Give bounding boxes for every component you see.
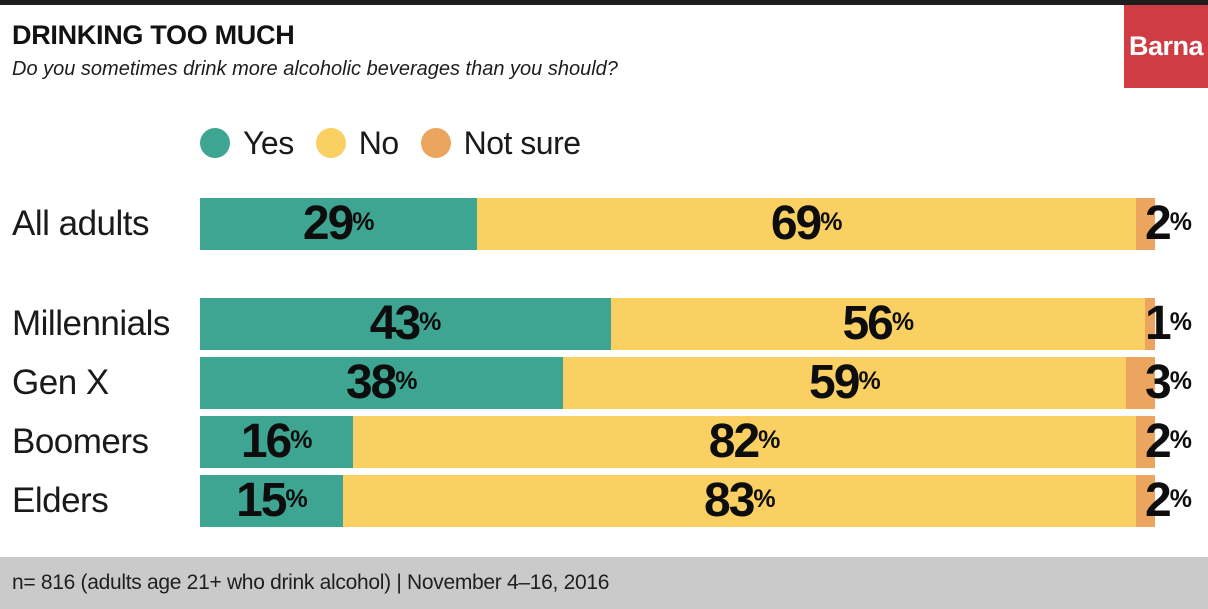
chart-subtitle: Do you sometimes drink more alcoholic be… bbox=[12, 58, 618, 80]
bar-segment-not-sure bbox=[1135, 416, 1155, 468]
percent-sign: % bbox=[419, 308, 441, 336]
category-label: All adults bbox=[12, 204, 150, 243]
value-label: 82% bbox=[708, 415, 781, 468]
bar-segment-no: 69% bbox=[476, 197, 1136, 250]
legend-label: Yes bbox=[243, 124, 294, 161]
footnote-text: n= 816 (adults age 21+ who drink alcohol… bbox=[12, 571, 610, 594]
value-number: 59 bbox=[809, 356, 860, 409]
footnote-bar: n= 816 (adults age 21+ who drink alcohol… bbox=[0, 557, 1208, 609]
chart-row-millennials: Millennials 43% 56% 1% bbox=[0, 298, 1208, 350]
legend: Yes No Not sure bbox=[200, 124, 581, 162]
stacked-bar: 16% 82% 2% bbox=[200, 415, 1192, 468]
percent-sign: % bbox=[290, 426, 312, 454]
percent-sign: % bbox=[891, 308, 914, 336]
value-label: 59% bbox=[809, 356, 881, 409]
percent-sign: % bbox=[352, 208, 375, 236]
chart-rows: All adults 29% 69% 2% Millennials 43% 56% 1% Gen… bbox=[0, 198, 1208, 527]
value-number: 2 bbox=[1145, 415, 1172, 468]
value-label-not-sure: 1% bbox=[1145, 297, 1192, 350]
bar-segment-yes: 38% bbox=[200, 357, 563, 409]
bar-segment-yes: 16% bbox=[200, 416, 353, 468]
category-label: Millennials bbox=[12, 304, 170, 343]
chart-row-all-adults: All adults 29% 69% 2% bbox=[0, 198, 1208, 250]
legend-dot-no-icon bbox=[315, 128, 346, 158]
barna-logo-text: Barna bbox=[1128, 31, 1204, 61]
percent-sign: % bbox=[285, 485, 308, 513]
value-number: 3 bbox=[1145, 356, 1172, 409]
legend-label: No bbox=[358, 124, 399, 161]
chart-title: DRINKING TOO MUCH bbox=[12, 20, 295, 50]
value-number: 38 bbox=[345, 356, 397, 409]
value-number: 2 bbox=[1145, 474, 1172, 527]
category-label: Elders bbox=[12, 481, 109, 520]
top-accent-bar bbox=[0, 0, 1208, 5]
bar-segment-no: 83% bbox=[343, 475, 1136, 527]
bar-segment-not-sure bbox=[1135, 475, 1155, 527]
bar-segment-not-sure bbox=[1145, 298, 1155, 350]
stacked-bar: 43% 56% 1% bbox=[200, 297, 1192, 350]
stacked-bar: 29% 69% 2% bbox=[200, 197, 1192, 250]
value-number: 83 bbox=[704, 474, 755, 527]
value-label: 15% bbox=[236, 474, 308, 527]
percent-sign: % bbox=[395, 367, 417, 395]
bar-segment-no: 59% bbox=[562, 356, 1127, 409]
bar-segment-no: 82% bbox=[352, 415, 1136, 468]
chart-row-gen-x: Gen X 38% 59% 3% bbox=[0, 357, 1208, 409]
legend-label: Not sure bbox=[463, 124, 581, 161]
value-number: 82 bbox=[708, 415, 760, 468]
chart-row-boomers: Boomers 16% 82% 2% bbox=[0, 416, 1208, 468]
value-number: 1 bbox=[1145, 297, 1172, 350]
percent-sign: % bbox=[1169, 367, 1192, 395]
value-number: 56 bbox=[842, 297, 893, 350]
value-label: 69% bbox=[770, 197, 843, 250]
percent-sign: % bbox=[1169, 485, 1192, 513]
value-label-not-sure: 2% bbox=[1145, 197, 1192, 250]
category-label: Gen X bbox=[12, 363, 109, 402]
value-label: 83% bbox=[704, 474, 776, 527]
legend-item-not-sure: Not sure bbox=[420, 124, 581, 162]
bar-segment-yes: 43% bbox=[200, 298, 611, 350]
bar-segment-not-sure bbox=[1126, 357, 1155, 409]
legend-item-yes: Yes bbox=[200, 125, 294, 162]
stacked-bar: 38% 59% 3% bbox=[200, 356, 1192, 409]
legend-dot-yes-icon bbox=[200, 128, 230, 158]
value-label-not-sure: 2% bbox=[1145, 415, 1192, 468]
percent-sign: % bbox=[753, 485, 776, 513]
legend-item-no: No bbox=[315, 124, 399, 162]
percent-sign: % bbox=[1169, 308, 1192, 336]
barna-logo: Barna bbox=[1124, 5, 1208, 88]
bar-segment-yes: 29% bbox=[200, 198, 477, 250]
value-label-not-sure: 2% bbox=[1145, 474, 1192, 527]
value-number: 29 bbox=[302, 197, 354, 250]
value-label: 38% bbox=[345, 356, 418, 409]
value-number: 16 bbox=[240, 415, 292, 468]
chart-row-elders: Elders 15% 83% 2% bbox=[0, 475, 1208, 527]
value-label: 43% bbox=[369, 297, 442, 350]
percent-sign: % bbox=[758, 426, 780, 454]
value-number: 15 bbox=[236, 474, 287, 527]
category-label: Boomers bbox=[12, 422, 149, 461]
value-number: 2 bbox=[1145, 197, 1172, 250]
value-label: 29% bbox=[302, 197, 375, 250]
percent-sign: % bbox=[1169, 208, 1192, 236]
percent-sign: % bbox=[858, 367, 881, 395]
percent-sign: % bbox=[820, 208, 842, 236]
value-label-not-sure: 3% bbox=[1145, 356, 1192, 409]
value-label: 56% bbox=[842, 297, 914, 350]
stacked-bar: 15% 83% 2% bbox=[200, 474, 1192, 527]
value-number: 69 bbox=[770, 197, 822, 250]
percent-sign: % bbox=[1169, 426, 1192, 454]
bar-segment-yes: 15% bbox=[200, 474, 344, 527]
value-label: 16% bbox=[240, 415, 313, 468]
legend-dot-not-sure-icon bbox=[420, 128, 451, 158]
bar-segment-not-sure bbox=[1135, 198, 1155, 250]
bar-segment-no: 56% bbox=[610, 297, 1146, 350]
value-number: 43 bbox=[369, 297, 421, 350]
